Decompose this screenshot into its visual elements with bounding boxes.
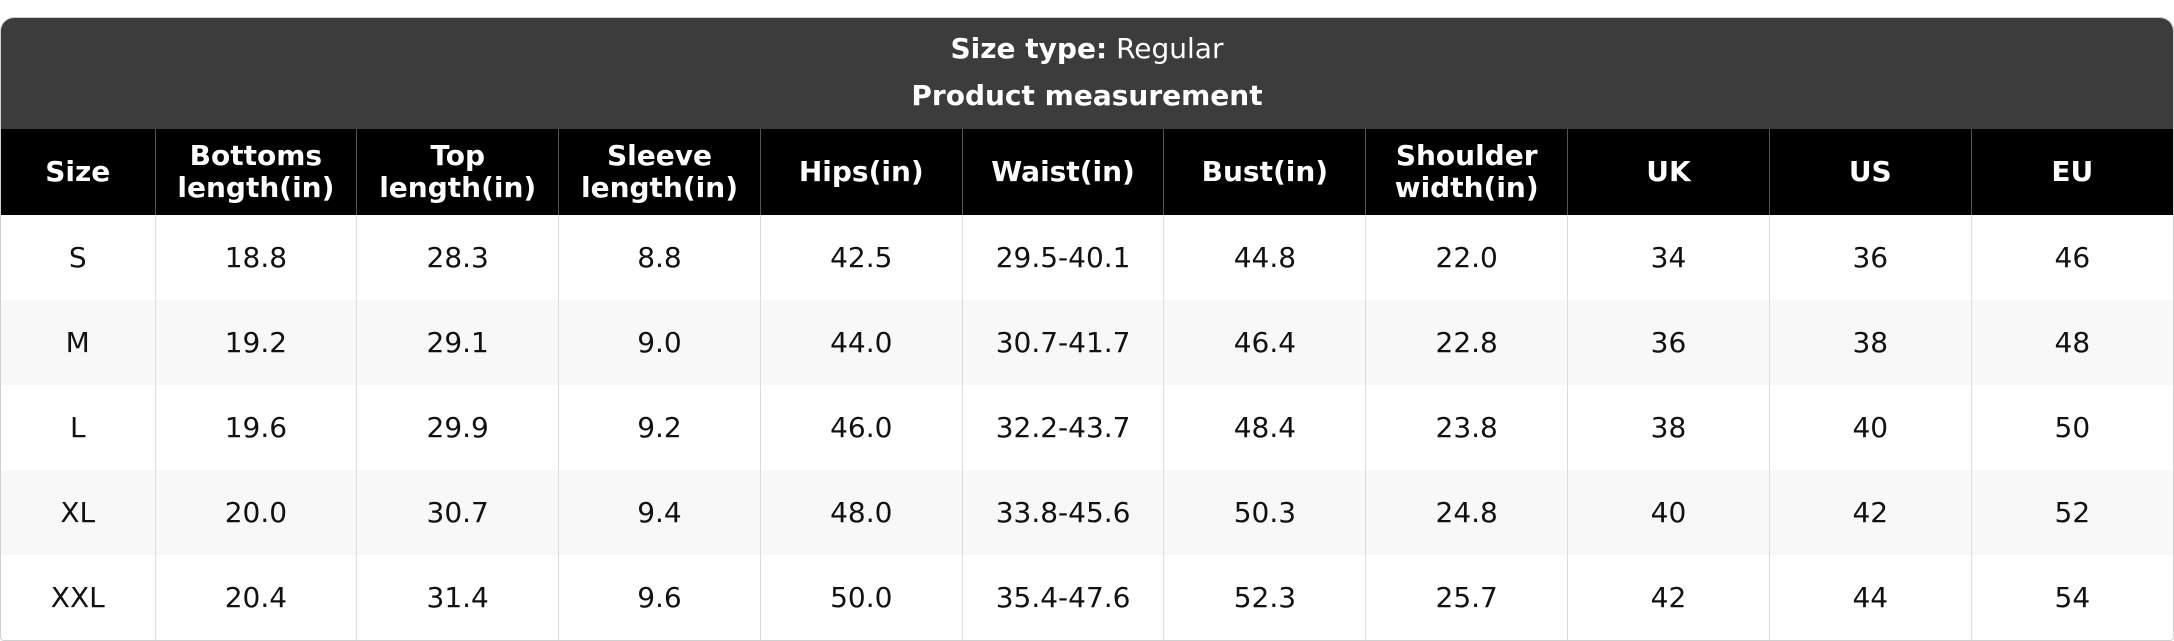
column-header: Sleeve length(in) <box>558 129 761 215</box>
column-header: Bottoms length(in) <box>154 129 357 215</box>
column-header: Hips(in) <box>759 129 963 215</box>
column-header: UK <box>1567 129 1770 215</box>
table-cell: 52.3 <box>1163 555 1366 640</box>
table-cell: 18.8 <box>154 215 357 300</box>
table-cell: 34 <box>1567 215 1770 300</box>
table-cell: 46.4 <box>1163 300 1366 385</box>
table-cell: 20.4 <box>154 555 357 640</box>
column-header: Waist(in) <box>961 129 1164 215</box>
table-cell: 50.0 <box>759 555 963 640</box>
table-cell: XL <box>1 470 155 555</box>
table-cell: 23.8 <box>1365 385 1568 470</box>
table-cell: 25.7 <box>1365 555 1568 640</box>
table-cell: 32.2-43.7 <box>961 385 1164 470</box>
table-cell: XXL <box>50 581 105 614</box>
table-cell: 9.0 <box>558 300 761 385</box>
header-title: Product measurement <box>911 79 1263 112</box>
table-cell: 38 <box>1567 385 1770 470</box>
table-cell: L <box>69 411 86 444</box>
table-cell: 36 <box>1567 300 1770 385</box>
table-cell: 54 <box>1970 555 2173 640</box>
table-cell: 40 <box>1768 385 1972 470</box>
table-cell: 20.0 <box>154 470 357 555</box>
table-cell: 31.4 <box>356 555 559 640</box>
table-cell: 36 <box>1768 215 1972 300</box>
table-cell: 30.7-41.7 <box>961 300 1164 385</box>
table-cell: 42.5 <box>759 215 963 300</box>
table-cell: 28.3 <box>356 215 559 300</box>
column-header: EU <box>1970 129 2173 215</box>
table-cell: 52 <box>1970 470 2173 555</box>
table-cell: 40 <box>1567 470 1770 555</box>
table-cell: 29.5-40.1 <box>961 215 1164 300</box>
table-cell: 48.0 <box>759 470 963 555</box>
header: Size type: Regular Product measurement <box>1 18 2173 129</box>
table-row: S 18.8 28.3 8.8 42.5 29.5-40.1 44.8 22.0 34 36 46 <box>1 215 2173 300</box>
table-row: XXL 20.4 31.4 9.6 50.0 35.4-47.6 52.3 25.7 42 44 5… <box>1 555 2173 640</box>
table-cell: 29.1 <box>356 300 559 385</box>
column-header: Shoulder width(in) <box>1365 129 1568 215</box>
table-cell: 44.0 <box>759 300 963 385</box>
column-header: Bust(in) <box>1163 129 1366 215</box>
size-type-label: Size type: <box>950 32 1108 65</box>
table-cell: 19.2 <box>154 300 357 385</box>
table-cell: 22.8 <box>1365 300 1568 385</box>
table-cell: 30.7 <box>356 470 559 555</box>
table-row: XL 20.0 30.7 9.4 48.0 33.8-45.6 50.3 24.8 40 42 52 <box>1 470 2173 555</box>
table-cell: 48.4 <box>1163 385 1366 470</box>
table-cell: 38 <box>1768 300 1972 385</box>
table-cell: 33.8-45.6 <box>961 470 1164 555</box>
column-header: Top length(in) <box>356 129 559 215</box>
table-cell: 44 <box>1768 555 1972 640</box>
size-type: Size type: Regular <box>1 18 2173 70</box>
table-cell: 48 <box>1970 300 2173 385</box>
column-header: Size <box>1 129 155 215</box>
table-cell: 9.2 <box>558 385 761 470</box>
size-type-value: Regular <box>1116 32 1224 65</box>
table-cell: 9.4 <box>558 470 761 555</box>
table-cell: 35.4-47.6 <box>961 555 1164 640</box>
table-cell: S <box>68 241 87 274</box>
table-cell: 50 <box>1970 385 2173 470</box>
table-cell: 44.8 <box>1163 215 1366 300</box>
table-cell: M <box>1 300 155 385</box>
table-cell: 46.0 <box>759 385 963 470</box>
table-cell: 22.0 <box>1365 215 1568 300</box>
column-header: US <box>1768 129 1972 215</box>
measurement-table: Size Bottoms length(in) Top length(in) Slee… <box>1 129 2173 640</box>
table-cell: 29.9 <box>356 385 559 470</box>
header-row: Size Bottoms length(in) Top length(in) Slee… <box>1 129 2173 215</box>
table-row: M 19.2 29.1 9.0 44.0 30.7-41.7 46.4 22.8 36 38 48 <box>1 300 2173 385</box>
table-cell: 42 <box>1768 470 1972 555</box>
table-row: L 19.6 29.9 9.2 46.0 32.2-43.7 48.4 23.8 38 40 50 <box>1 385 2173 470</box>
table-cell: 42 <box>1567 555 1770 640</box>
table-cell: 50.3 <box>1163 470 1366 555</box>
table-cell: 9.6 <box>558 555 761 640</box>
table-cell: 8.8 <box>558 215 761 300</box>
table-cell: 24.8 <box>1365 470 1568 555</box>
table-cell: 46 <box>1970 215 2173 300</box>
table-cell: 19.6 <box>154 385 357 470</box>
size-chart: Size type: Regular Product measurement S… <box>0 17 2174 641</box>
